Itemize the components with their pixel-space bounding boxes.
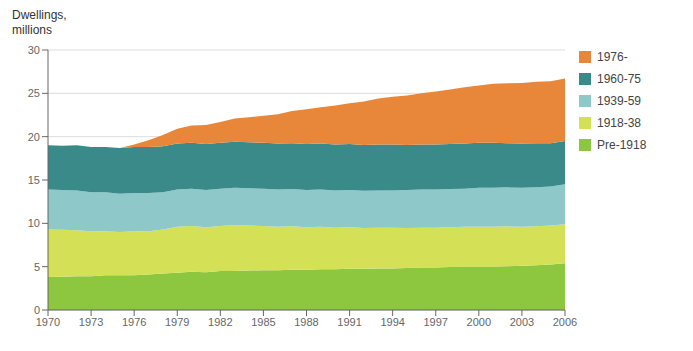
- svg-text:2003: 2003: [510, 316, 534, 328]
- svg-text:1997: 1997: [424, 316, 448, 328]
- html-text:1960-75: 1960-75: [597, 72, 641, 86]
- svg-text:1982: 1982: [208, 316, 232, 328]
- html-text:Dwellings,: Dwellings,: [12, 8, 67, 22]
- svg-text:2000: 2000: [467, 316, 491, 328]
- html-text:1918-38: 1918-38: [597, 116, 641, 130]
- svg-text:1985: 1985: [251, 316, 275, 328]
- html-text:1939-59: 1939-59: [597, 94, 641, 108]
- svg-text:1991: 1991: [337, 316, 361, 328]
- svg-text:30: 30: [28, 44, 40, 56]
- svg-text:15: 15: [28, 174, 40, 186]
- svg-text:25: 25: [28, 87, 40, 99]
- svg-text:1973: 1973: [79, 316, 103, 328]
- svg-text:1970: 1970: [36, 316, 60, 328]
- svg-text:0: 0: [34, 304, 40, 316]
- svg-text:20: 20: [28, 131, 40, 143]
- svg-text:10: 10: [28, 217, 40, 229]
- html-text:1976-: 1976-: [597, 50, 628, 64]
- svg-text:1994: 1994: [380, 316, 404, 328]
- svg-text:2006: 2006: [553, 316, 577, 328]
- html-text:Pre-1918: Pre-1918: [597, 138, 647, 152]
- svg-text:1976: 1976: [122, 316, 146, 328]
- svg-text:1979: 1979: [165, 316, 189, 328]
- svg-text:5: 5: [34, 261, 40, 273]
- svg-text:1988: 1988: [294, 316, 318, 328]
- html-text:millions: millions: [12, 23, 52, 37]
